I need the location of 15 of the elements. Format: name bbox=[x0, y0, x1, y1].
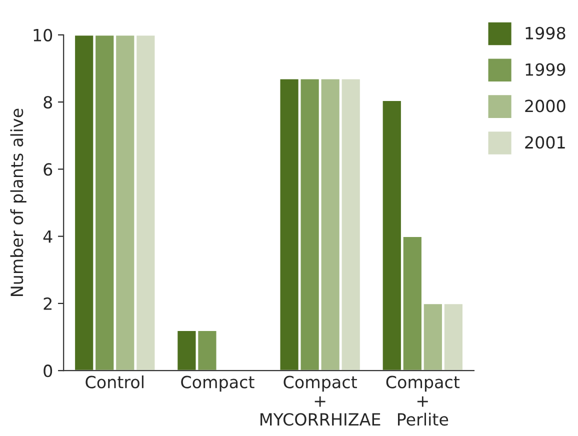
y-axis-title: Number of plants alive bbox=[10, 108, 26, 296]
legend-label: 1998 bbox=[526, 26, 566, 40]
legend-label: 2001 bbox=[525, 136, 565, 149]
y-tick-label: 10 bbox=[34, 28, 52, 42]
y-tick-label: 8 bbox=[44, 96, 52, 109]
x-tick-label: Compact + MYCORRHIZAE bbox=[260, 376, 380, 426]
x-tick-label: Compact + Perlite bbox=[386, 376, 460, 426]
legend-label: 2000 bbox=[525, 100, 566, 112]
x-tick-label: Control bbox=[86, 375, 144, 388]
x-tick-label: Compact bbox=[181, 376, 254, 392]
legend-label: 1999 bbox=[526, 63, 566, 76]
y-tick-label: 6 bbox=[44, 163, 52, 176]
y-tick-label: 2 bbox=[44, 297, 52, 310]
y-tick-label: 0 bbox=[44, 364, 52, 378]
y-tick-label: 4 bbox=[43, 230, 52, 243]
